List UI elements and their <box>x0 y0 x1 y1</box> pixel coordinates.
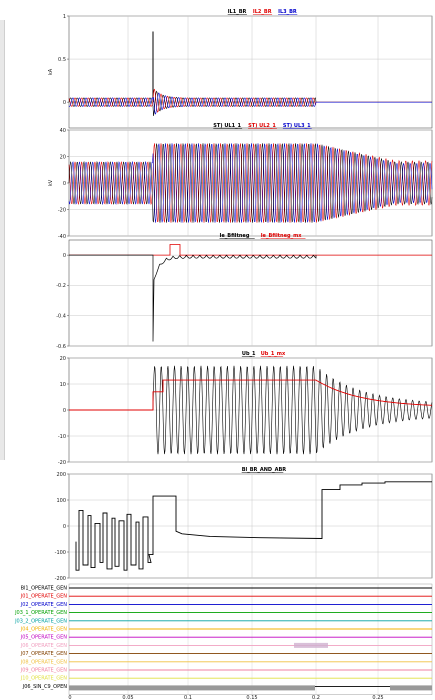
legend-entry: IL1_BR <box>228 9 247 15</box>
x-tick-label: 0.05 <box>122 695 133 700</box>
x-tick-label: 0.1 <box>184 695 192 700</box>
legend-entry: ST) UL1_1 <box>213 123 241 129</box>
series-line-Ub_1_mx <box>69 379 432 411</box>
y-tick-label: 0 <box>63 253 66 259</box>
y-tick-label: -200 <box>55 576 66 582</box>
digital-channel-label: J10_OPERATE_GEN <box>20 676 67 682</box>
digital-channel-label: J03_2_OPERATE_GEN <box>14 618 67 624</box>
x-tick-label: 0.2 <box>312 695 320 700</box>
digital-channel-label: J02_OPERATE_GEN <box>20 602 67 608</box>
y-tick-label: 200 <box>56 472 66 478</box>
x-tick-label: 0 <box>68 695 71 700</box>
y-tick-label: -0.4 <box>56 314 66 320</box>
legend-entry: Ie_Bfiltneg_mx <box>261 233 303 239</box>
digital-channel-label: J04_OPERATE_GEN <box>20 627 67 633</box>
digital-panel-frame <box>68 583 433 695</box>
digital-channel-label: Bl1_OPERATE_GEN <box>21 586 68 592</box>
scroll-track[interactable] <box>0 20 5 460</box>
y-tick-label: -20 <box>58 460 66 466</box>
legend-entry: ST) UL2_1 <box>248 123 276 129</box>
legend-entry: ST) UL3_1 <box>283 123 311 129</box>
status-bar <box>69 685 315 691</box>
legend-entry: IL2_BR <box>253 9 272 15</box>
legend-entry: IL3_BR <box>278 9 297 15</box>
digital-pulse <box>294 642 328 648</box>
digital-channel-label: J03_1_OPERATE_GEN <box>14 610 67 616</box>
series-line-IL3_BR <box>68 92 432 115</box>
y-tick-label: 0 <box>63 524 66 530</box>
panel-frame <box>68 239 433 347</box>
y-tick-label: 10 <box>60 382 66 388</box>
digital-channel-label: J06_OPERATE_GEN <box>20 643 67 649</box>
status-bar <box>390 685 432 691</box>
series-line-Ub_1 <box>69 365 433 455</box>
y-tick-label: -10 <box>58 434 66 440</box>
y-tick-label: 100 <box>56 498 66 504</box>
digital-channel-label: J01_OPERATE_GEN <box>20 594 67 600</box>
legend-entry: Ub_1_mx <box>261 351 286 357</box>
y-tick-label: 0 <box>63 100 66 106</box>
y-tick-label: 20 <box>60 356 66 362</box>
x-tick-label: 0.25 <box>372 695 383 700</box>
y-axis-label: kA <box>48 68 54 75</box>
digital-channel-label: J05_OPERATE_GEN <box>20 635 67 641</box>
y-tick-label: -0.6 <box>56 344 66 350</box>
panel-frame <box>68 15 433 129</box>
x-tick-label: 0.15 <box>246 695 257 700</box>
series-line-ST) UL1_1 <box>68 143 433 224</box>
legend-entry: Ub_1 <box>242 351 256 357</box>
y-tick-label: 0 <box>63 181 66 187</box>
y-tick-label: 0.5 <box>58 57 66 63</box>
y-tick-label: 0 <box>63 408 66 414</box>
y-tick-label: 1 <box>63 14 66 20</box>
series-line-Bl_BR_AND_ABR <box>75 481 432 571</box>
y-tick-label: -0.2 <box>56 283 66 289</box>
digital-channel-label: J07_OPERATE_GEN <box>20 651 67 657</box>
y-tick-label: -20 <box>58 207 66 213</box>
y-tick-label: -100 <box>55 550 66 556</box>
digital-channel-label: J06_SIN_C9_OPEN <box>22 684 68 690</box>
y-tick-label: -40 <box>58 234 66 240</box>
digital-channel-label: J09_OPERATE_GEN <box>20 668 67 674</box>
legend-entry: Ie_Bfiltneg <box>220 233 250 239</box>
y-axis-label: kV <box>48 179 54 186</box>
digital-channel-label: J08_OPERATE_GEN <box>20 659 67 665</box>
series-line-ST) UL3_1 <box>68 143 433 224</box>
series-line-Ie_Bfiltneg <box>69 254 317 342</box>
y-tick-label: 40 <box>60 128 66 134</box>
legend-entry: Bl_BR_AND_ABR <box>242 467 287 473</box>
y-tick-label: 20 <box>60 154 66 160</box>
